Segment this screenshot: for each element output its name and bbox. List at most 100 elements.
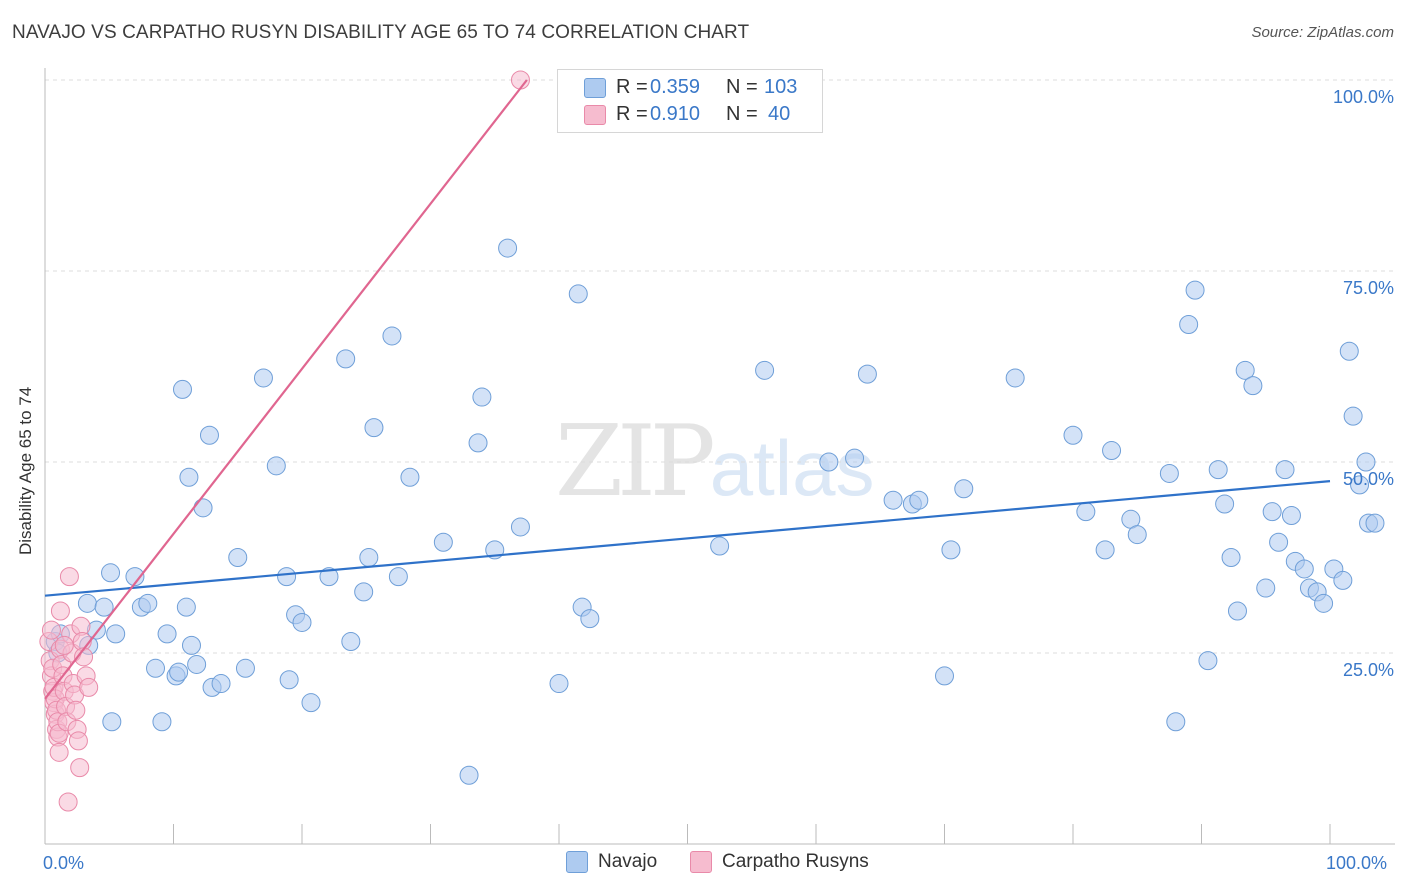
navajo-point bbox=[1314, 593, 1334, 613]
navajo-point bbox=[568, 284, 588, 304]
navajo-point bbox=[1235, 360, 1255, 380]
navajo-point bbox=[1365, 513, 1385, 533]
navajo-points bbox=[45, 238, 1385, 785]
navajo-point bbox=[1221, 548, 1241, 567]
navajo-point bbox=[1269, 532, 1289, 552]
carpatho-point bbox=[68, 731, 88, 751]
navajo-point bbox=[157, 624, 177, 644]
navajo-point bbox=[1339, 341, 1359, 361]
y-tick-50: 50.0% bbox=[1342, 469, 1394, 489]
axes bbox=[44, 68, 1395, 845]
navajo-point bbox=[187, 654, 207, 674]
navajo-point bbox=[169, 662, 189, 682]
bottom-legend-carpatho: Carpatho Rusyns bbox=[690, 851, 869, 873]
navajo-point bbox=[1005, 368, 1025, 388]
navajo-point bbox=[199, 425, 219, 445]
carpatho-trend-line bbox=[44, 79, 528, 700]
legend-n-value: 40 bbox=[768, 102, 791, 125]
navajo-point bbox=[710, 536, 730, 556]
navajo-point bbox=[181, 635, 201, 655]
chart-title: NAVAJO VS CARPATHO RUSYN DISABILITY AGE … bbox=[12, 22, 750, 43]
navajo-point bbox=[433, 532, 453, 552]
carpatho-point bbox=[41, 620, 61, 640]
navajo-trend-line bbox=[44, 480, 1331, 597]
legend-swatch-navajo bbox=[584, 78, 606, 98]
navajo-point bbox=[253, 368, 273, 388]
navajo-point bbox=[266, 456, 286, 476]
legend-n-value: 103 bbox=[764, 75, 798, 98]
navajo-point bbox=[1076, 502, 1096, 522]
navajo-point bbox=[152, 712, 172, 732]
navajo-point bbox=[1275, 460, 1295, 480]
navajo-point bbox=[1185, 280, 1205, 300]
navajo-point bbox=[1343, 406, 1363, 426]
y-tick-75: 75.0% bbox=[1342, 278, 1394, 298]
carpatho-point bbox=[58, 792, 78, 812]
navajo-point bbox=[400, 467, 420, 487]
navajo-point bbox=[935, 666, 954, 686]
x-tick-max: 100.0% bbox=[1326, 853, 1388, 873]
carpatho-point bbox=[50, 601, 70, 621]
navajo-point bbox=[179, 467, 199, 487]
stats-legend: R = 0.359 N = 103 R = 0.910 N = 40 bbox=[557, 69, 823, 133]
navajo-point bbox=[354, 582, 374, 602]
navajo-point bbox=[498, 238, 518, 258]
navajo-point bbox=[77, 593, 97, 613]
carpatho-point bbox=[79, 677, 99, 697]
navajo-point bbox=[319, 567, 339, 587]
navajo-point bbox=[819, 452, 839, 472]
navajo-point bbox=[146, 658, 166, 678]
navajo-point bbox=[510, 517, 530, 537]
legend-r-value: 0.910 bbox=[650, 102, 701, 125]
navajo-point bbox=[580, 609, 600, 629]
legend-n-label: N = bbox=[726, 75, 758, 98]
navajo-point bbox=[176, 597, 196, 617]
navajo-point bbox=[883, 490, 903, 510]
bottom-swatch-navajo bbox=[566, 851, 588, 873]
navajo-point bbox=[1215, 494, 1235, 514]
navajo-point bbox=[336, 349, 356, 369]
navajo-point bbox=[364, 418, 384, 438]
carpatho-points bbox=[39, 70, 530, 812]
navajo-point bbox=[1243, 376, 1263, 396]
navajo-point bbox=[106, 624, 126, 644]
navajo-point bbox=[1159, 463, 1179, 483]
legend-row-navajo: R = 0.359 N = 103 bbox=[584, 74, 824, 100]
navajo-point bbox=[1198, 651, 1218, 671]
carpatho-point bbox=[70, 758, 90, 778]
navajo-point bbox=[211, 674, 231, 694]
navajo-point bbox=[1256, 578, 1276, 598]
navajo-point bbox=[1262, 502, 1282, 522]
y-axis-label: Disability Age 65 to 74 bbox=[16, 386, 35, 555]
grid-lines bbox=[45, 79, 1395, 654]
bottom-swatch-carpatho bbox=[690, 851, 712, 873]
navajo-point bbox=[1227, 601, 1247, 621]
legend-r-value: 0.359 bbox=[650, 75, 701, 98]
navajo-point bbox=[382, 326, 402, 346]
legend-swatch-carpatho bbox=[584, 105, 606, 125]
legend-r-label: R = bbox=[616, 75, 648, 98]
navajo-point bbox=[102, 712, 122, 732]
navajo-point bbox=[472, 387, 492, 407]
legend-r-label: R = bbox=[616, 102, 648, 125]
source-credit: Source: ZipAtlas.com bbox=[1251, 24, 1394, 41]
navajo-point bbox=[125, 567, 145, 587]
navajo-point bbox=[101, 563, 121, 583]
trend-lines bbox=[44, 79, 1331, 700]
navajo-point bbox=[1333, 570, 1353, 590]
y-tick-100: 100.0% bbox=[1332, 87, 1394, 107]
navajo-point bbox=[277, 567, 297, 587]
bottom-legend-navajo: Navajo bbox=[566, 851, 657, 873]
y-tick-25: 25.0% bbox=[1342, 660, 1394, 680]
navajo-point bbox=[228, 548, 248, 567]
navajo-point bbox=[193, 498, 213, 518]
navajo-point bbox=[341, 632, 361, 652]
carpatho-point bbox=[66, 700, 86, 720]
navajo-point bbox=[1294, 559, 1314, 579]
legend-row-carpatho: R = 0.910 N = 40 bbox=[584, 101, 824, 127]
navajo-point bbox=[235, 658, 255, 678]
navajo-point bbox=[1208, 460, 1228, 480]
watermark-atlas: atlas bbox=[709, 424, 875, 512]
navajo-point bbox=[1281, 505, 1301, 525]
